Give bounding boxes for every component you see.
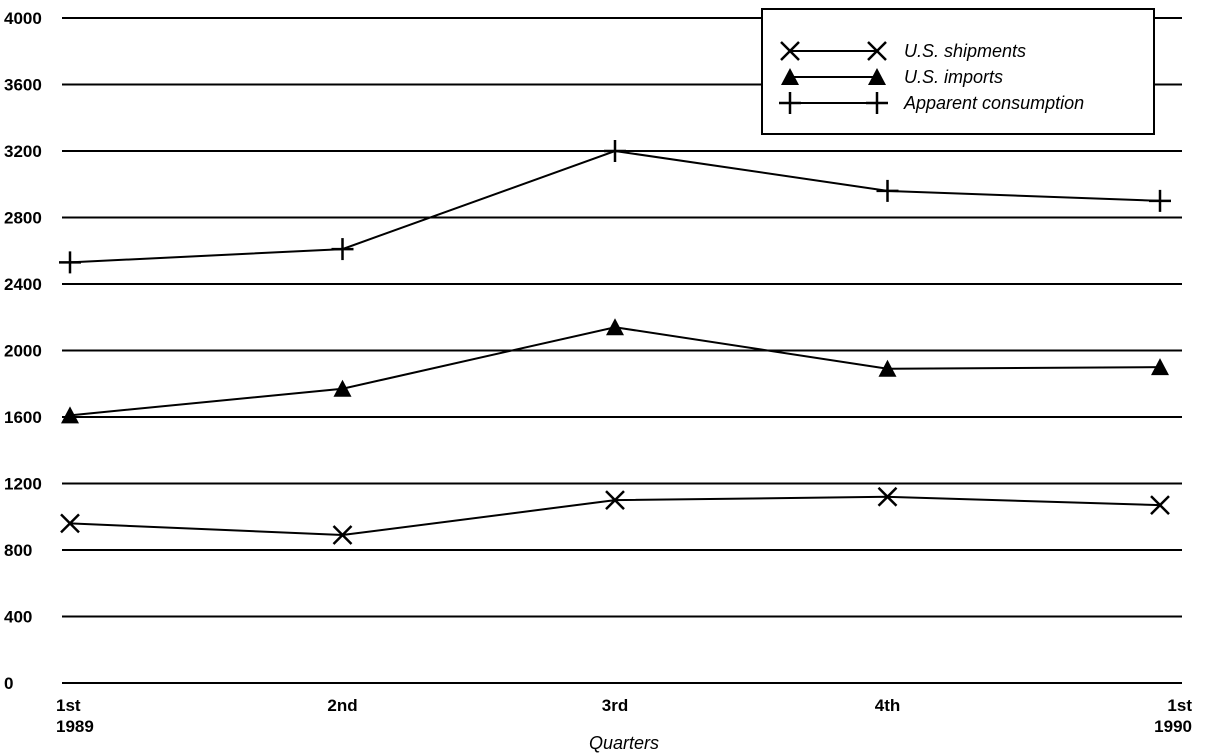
data-point-shape xyxy=(606,318,624,336)
data-point-shape xyxy=(61,406,79,424)
data-point xyxy=(605,490,625,511)
legend-label: Apparent consumption xyxy=(903,93,1084,113)
y-tick-label: 2000 xyxy=(4,342,42,361)
data-point xyxy=(332,525,353,545)
series-line xyxy=(69,326,1161,417)
legend-marker-stroke xyxy=(867,41,887,61)
data-point xyxy=(333,379,352,397)
x-tick-label: 4th xyxy=(875,696,901,715)
x-tick-label: 3rd xyxy=(602,696,628,715)
data-point xyxy=(878,359,897,377)
series-plus xyxy=(59,140,1171,274)
legend-marker xyxy=(780,41,800,61)
series-x xyxy=(60,486,1170,545)
legend-label: U.S. shipments xyxy=(904,41,1026,61)
data-point xyxy=(606,318,624,336)
data-point xyxy=(1149,189,1171,212)
data-point-stroke xyxy=(605,490,625,511)
data-point xyxy=(61,406,79,424)
y-tick-label: 400 xyxy=(4,608,32,627)
data-point xyxy=(876,179,899,202)
x-tick-label-line: 1990 xyxy=(1154,717,1192,736)
y-tick-label: 800 xyxy=(4,541,32,560)
legend-marker-shape xyxy=(781,68,799,85)
legend-entry: U.S. imports xyxy=(781,67,1003,87)
data-point-shape xyxy=(878,359,897,377)
x-tick-label-line: 2nd xyxy=(327,696,357,715)
y-tick-label: 2400 xyxy=(4,275,42,294)
data-point-shape xyxy=(333,379,352,397)
x-tick-label: 1st 1989 xyxy=(56,696,94,736)
data-point xyxy=(1150,495,1170,515)
series-line xyxy=(69,495,1161,537)
x-tick-label-line: 1st xyxy=(1167,696,1192,715)
data-point-stroke xyxy=(877,486,898,507)
x-tick-label-line: 1989 xyxy=(56,717,94,736)
x-tick-label-line: 3rd xyxy=(602,696,628,715)
y-tick-label: 0 xyxy=(4,674,13,693)
series-layer xyxy=(59,140,1171,545)
data-point xyxy=(60,513,80,534)
legend-entry: Apparent consumption xyxy=(779,92,1084,114)
legend-label: U.S. imports xyxy=(904,67,1003,87)
y-tick-label: 2800 xyxy=(4,209,42,228)
x-tick-label-line: 4th xyxy=(875,696,901,715)
x-tick-label: 2nd xyxy=(327,696,357,715)
y-tick-label: 3600 xyxy=(4,76,42,95)
series-triangle xyxy=(61,318,1169,424)
data-point-shape xyxy=(1151,358,1169,376)
legend: U.S. shipments U.S. imports Apparent consu… xyxy=(761,8,1155,135)
legend-marker xyxy=(868,68,886,85)
legend-marker xyxy=(867,41,887,61)
data-point-stroke xyxy=(332,525,353,545)
data-point-stroke xyxy=(60,513,80,534)
x-axis-ticks: 1st 1989 2nd 3rd 4th 1st 1990 xyxy=(56,696,1192,736)
data-point xyxy=(331,238,354,261)
x-tick-label: 1st 1990 xyxy=(1154,696,1192,736)
y-tick-label: 3200 xyxy=(4,142,42,161)
data-point xyxy=(59,251,81,274)
data-point xyxy=(877,486,898,507)
y-tick-label: 4000 xyxy=(4,9,42,28)
y-axis-ticks: 0 400 800 1200 1600 2000 2400 2800 3200 3600 4000 xyxy=(4,9,42,693)
legend-marker-shape xyxy=(868,68,886,85)
legend-entry: U.S. shipments xyxy=(780,41,1026,61)
data-point xyxy=(1151,358,1169,376)
y-tick-label: 1600 xyxy=(4,408,42,427)
data-point-stroke xyxy=(1150,495,1170,515)
legend-marker xyxy=(781,68,799,85)
series-line xyxy=(69,149,1161,264)
data-point xyxy=(604,140,626,162)
legend-marker xyxy=(779,92,801,114)
x-axis-label: Quarters xyxy=(589,733,659,753)
y-tick-label: 1200 xyxy=(4,475,42,494)
legend-marker-stroke xyxy=(780,41,800,61)
x-tick-label-line: 1st xyxy=(56,696,81,715)
legend-marker xyxy=(866,92,888,114)
legend-box xyxy=(761,8,1155,135)
